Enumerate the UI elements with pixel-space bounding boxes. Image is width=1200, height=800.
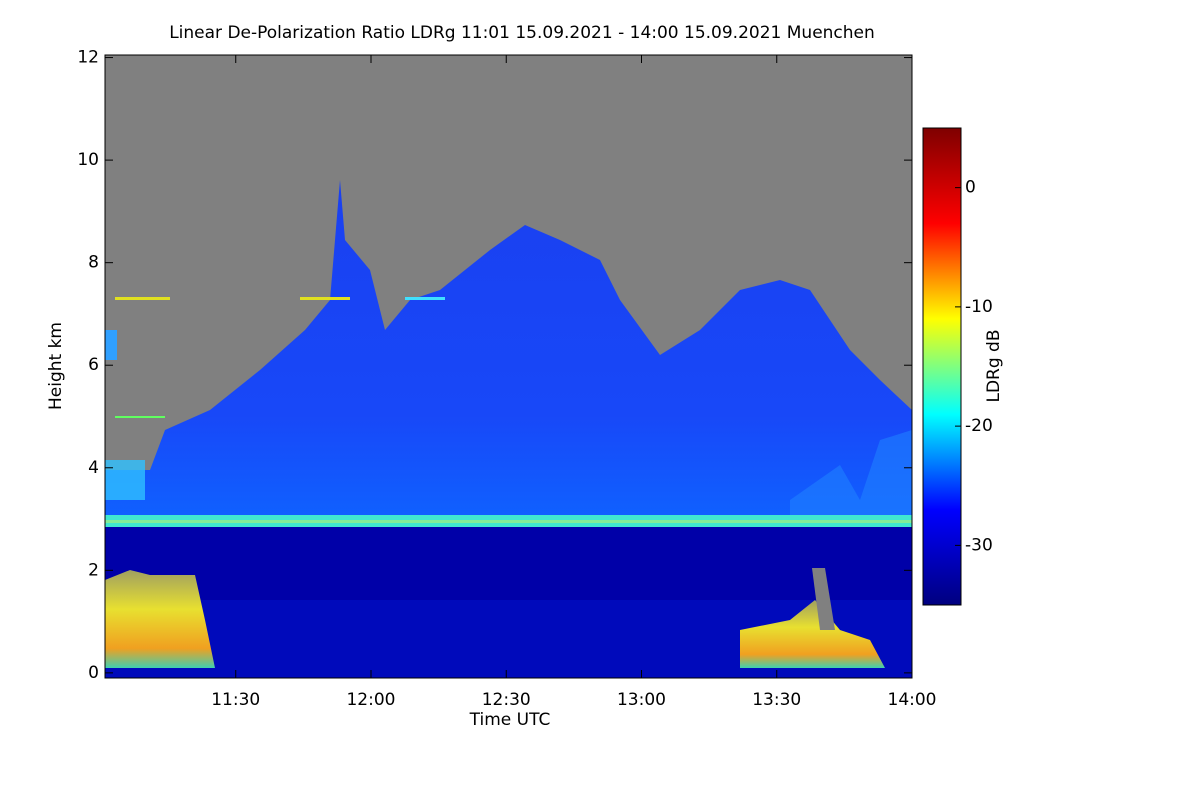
x-tick-label: 12:00 [346,690,395,710]
x-tick-label: 13:30 [752,690,801,710]
x-axis-label: Time UTC [469,710,551,730]
y-axis-label: Height km [46,322,66,410]
colorbar-tick-label: -30 [965,535,993,555]
x-tick-label: 12:30 [482,690,531,710]
colorbar-label: LDRg dB [984,329,1004,402]
y-tick-label: 2 [88,560,99,580]
plot-field [105,55,912,678]
x-tick-label: 13:00 [617,690,666,710]
y-tick-label: 4 [88,458,99,478]
y-tick-label: 6 [88,355,99,375]
plot-frame [104,54,913,679]
colorbar: 0 -10 -20 -30 [922,127,993,606]
y-tick-label: 8 [88,253,99,273]
chart-title: Linear De-Polarization Ratio LDRg 11:01 … [169,23,875,43]
colorbar-tick-label: -20 [965,416,993,436]
colorbar-tick-label: 0 [965,178,976,198]
colorbar-scale [922,127,962,606]
y-tick-label: 12 [77,48,99,68]
x-tick-label: 11:30 [211,690,260,710]
y-tick-label: 10 [77,150,99,170]
y-tick-label: 0 [88,663,99,683]
x-tick-label: 14:00 [888,690,937,710]
colorbar-tick-label: -10 [965,297,993,317]
